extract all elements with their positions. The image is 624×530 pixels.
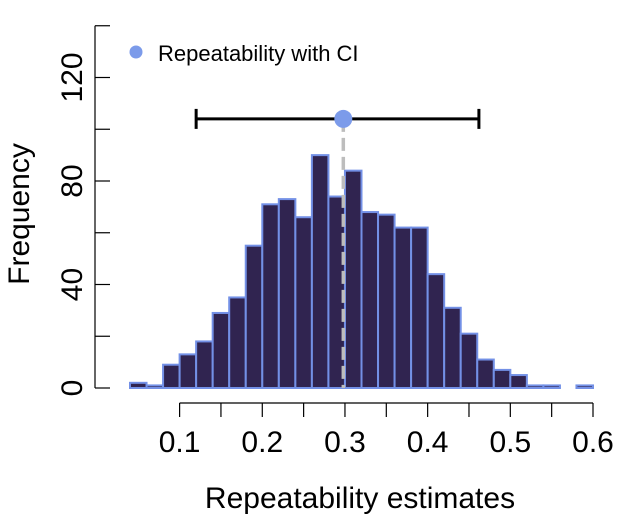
histogram-bar <box>310 154 330 390</box>
x-tick-label: 0.1 <box>159 426 201 459</box>
x-axis-label: Repeatability estimates <box>205 482 515 515</box>
histogram-bar <box>542 384 561 390</box>
estimate-point <box>334 109 353 128</box>
histogram-bar <box>343 169 363 389</box>
histogram-bar <box>178 353 198 389</box>
x-tick-label: 0.4 <box>407 426 449 459</box>
histogram-bar <box>443 306 462 390</box>
x-tick-label: 0.2 <box>241 426 283 459</box>
histogram-bar <box>525 384 545 390</box>
y-tick-label: 40 <box>56 268 89 301</box>
histogram-bar <box>162 363 181 389</box>
histogram-bar <box>575 384 595 390</box>
histogram-bar <box>244 244 264 389</box>
y-tick-label: 120 <box>56 52 89 102</box>
x-tick-label: 0.5 <box>489 426 531 459</box>
histogram-bar <box>228 296 247 389</box>
x-tick-label: 0.3 <box>324 426 366 459</box>
histogram-bar <box>277 198 297 389</box>
histogram-bar <box>509 374 528 389</box>
y-axis-label: Frequency <box>3 143 36 285</box>
histogram-bar <box>492 368 512 390</box>
legend-label: Repeatability with CI <box>158 41 359 66</box>
histogram-bar <box>261 203 280 389</box>
histogram-bar <box>393 226 413 389</box>
legend: Repeatability with CI <box>129 41 359 66</box>
histogram-bar <box>211 311 231 389</box>
y-tick-label: 80 <box>56 164 89 197</box>
x-tick-label: 0.6 <box>572 426 614 459</box>
histogram-bar <box>426 273 446 389</box>
histogram-bar <box>129 381 148 390</box>
histogram-bars <box>129 154 595 390</box>
histogram-bar <box>476 358 495 390</box>
histogram-bar <box>145 384 165 390</box>
y-axis: 0 40 80 120 <box>56 25 110 397</box>
histogram-bar <box>410 226 429 389</box>
histogram-bar <box>195 340 214 389</box>
y-tick-label: 0 <box>56 380 89 397</box>
histogram-bar <box>294 216 313 389</box>
histogram-bar <box>360 211 380 389</box>
legend-marker <box>129 45 143 59</box>
histogram-bar <box>459 332 479 390</box>
x-axis: 0.1 0.2 0.3 0.4 0.5 0.6 <box>159 402 614 459</box>
histogram-bar <box>377 213 396 389</box>
